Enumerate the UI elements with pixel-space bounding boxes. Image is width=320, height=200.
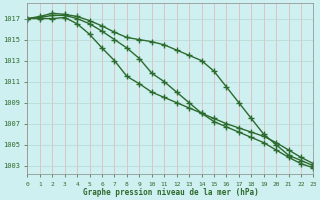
X-axis label: Graphe pression niveau de la mer (hPa): Graphe pression niveau de la mer (hPa) (83, 188, 258, 197)
